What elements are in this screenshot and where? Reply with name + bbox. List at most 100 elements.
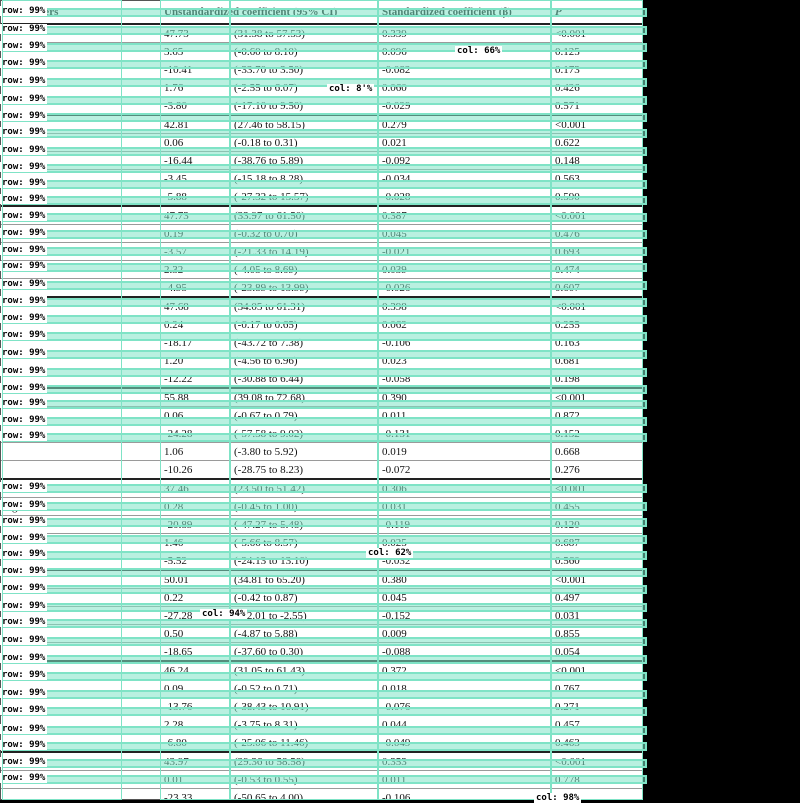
table-row: 1.76 (-2.55 to 6.07) 0.060 0.426 (0, 78, 643, 97)
cell-beta: -0.092 (378, 151, 552, 170)
cell-ci: (-3.75 to 8.31) (229, 715, 379, 734)
table-row: 2.32 (-4.05 to 8.69) 0.039 0.474 (0, 260, 643, 279)
table-row: -23.33 (-50.65 to 4.00) -0.106 0.094 (0, 788, 643, 800)
cell-parameter (0, 296, 161, 316)
cell-p: <0.001 (551, 478, 643, 498)
cell-p: 0.163 (551, 333, 643, 352)
cell-coefficient: -4.95 (160, 278, 231, 297)
cell-beta: -0.076 (378, 697, 552, 716)
cell-parameter (0, 333, 161, 352)
cell-parameter (0, 369, 161, 388)
cell-coefficient: -5.52 (160, 551, 231, 570)
cell-parameter (0, 406, 161, 425)
table-row: 1.20 (-4.56 to 6.96) 0.023 0.681 (0, 351, 643, 370)
cell-beta: 0.031 (378, 497, 552, 516)
table-row: 0.24 (-0.17 to 0.65) 0.062 0.255 (0, 315, 643, 334)
cell-coefficient: 43.97 (160, 751, 231, 771)
cell-beta: 0.398 (378, 296, 552, 316)
cell-beta: -0.106 (378, 333, 552, 352)
table-row: -10.41 (-33.70 to 3.50) -0.082 0.173 (0, 60, 643, 79)
cell-coefficient: -24.28 (160, 424, 231, 443)
cell-parameter (0, 242, 161, 261)
cell-parameter (0, 515, 161, 534)
cell-beta: 0.339 (378, 23, 552, 43)
table-row: -16.44 (-38.76 to 5.89) -0.092 0.148 (0, 151, 643, 170)
cell-coefficient: 50.01 (160, 569, 231, 589)
cell-p: 0.474 (551, 260, 643, 279)
cell-ci: (27.46 to 58.15) (229, 114, 379, 134)
table-row: -10.26 (-28.75 to 8.23) -0.072 0.276 (0, 460, 643, 479)
cell-ci: (-21.33 to 14.19) (229, 242, 379, 261)
cell-p: 0.767 (551, 679, 643, 698)
cell-parameter (0, 588, 161, 607)
cell-coefficient: 2.32 (160, 260, 231, 279)
cell-ci: (-0.53 to 0.55) (229, 770, 379, 789)
table-row: -3.45 (-15.18 to 8.28) -0.034 0.563 (0, 169, 643, 188)
cell-ci: (31.05 to 61.43) (229, 660, 379, 680)
cell-p: 0.173 (551, 60, 643, 79)
cell-ci: (-50.65 to 4.00) (229, 788, 379, 800)
table-row: 2.28 (-3.75 to 8.31) 0.044 0.457 (0, 715, 643, 734)
cell-p: 0.687 (551, 533, 643, 552)
cell-parameter (0, 278, 161, 297)
cell-beta: 0.044 (378, 715, 552, 734)
cell-coefficient: -10.41 (160, 60, 231, 79)
cell-coefficient: -3.80 (160, 96, 231, 115)
table-row: 43.97 (29.36 to 58.58) 0.353 <0.001 (0, 751, 643, 771)
cell-parameter (0, 133, 161, 152)
header-p: P (551, 0, 643, 25)
cell-beta: 0.045 (378, 588, 552, 607)
cell-parameter (0, 151, 161, 170)
cell-parameter (0, 424, 161, 443)
cell-beta: -0.119 (378, 515, 552, 534)
cell-beta: 0.096 (378, 42, 552, 61)
cell-parameter (0, 460, 161, 479)
cell-p: 0.668 (551, 442, 643, 461)
table-row: -4.95 (-23.89 to 13.99) -0.026 0.607 (0, 278, 643, 297)
regression-table: Parameters Unstandardized coefficient (9… (0, 0, 643, 800)
cell-beta: 0.390 (378, 387, 552, 407)
table-row: Age 0.28 (-0.45 to 1.00) 0.031 0.455 (0, 497, 643, 516)
cell-coefficient: 1.06 (160, 442, 231, 461)
cell-ci: (-28.75 to 8.23) (229, 460, 379, 479)
cell-beta: 0.380 (378, 569, 552, 589)
header-parameters: Parameters (0, 0, 161, 25)
table-row: -13.76 (-38.43 to 10.91) -0.076 0.271 (0, 697, 643, 716)
cell-p: 0.463 (551, 733, 643, 752)
cell-coefficient: 0.24 (160, 315, 231, 334)
cell-ci: (-0.18 to 0.31) (229, 133, 379, 152)
cell-ci: (-3.80 to 5.92) (229, 442, 379, 461)
cell-coefficient: -18.17 (160, 333, 231, 352)
cell-beta: 0.025 (378, 533, 552, 552)
cell-coefficient: -10.26 (160, 460, 231, 479)
cell-coefficient: 0.09 (160, 679, 231, 698)
cell-p: <0.001 (551, 751, 643, 771)
cell-beta: 0.353 (378, 751, 552, 771)
cell-beta: -0.131 (378, 424, 552, 443)
table-row: -20.89 (-47.27 to 5.48) -0.119 0.120 (0, 515, 643, 534)
cell-coefficient: 0.28 (160, 497, 231, 516)
cell-ci: (-4.05 to 8.69) (229, 260, 379, 279)
cell-coefficient: 55.88 (160, 387, 231, 407)
table-row: 0.01 (-0.53 to 0.55) 0.011 0.778 (0, 770, 643, 789)
cell-coefficient: 47.73 (160, 23, 231, 43)
cell-parameter (0, 551, 161, 570)
cell-beta: 0.011 (378, 770, 552, 789)
cell-p: 0.681 (551, 351, 643, 370)
cell-beta: -0.049 (378, 733, 552, 752)
table-row: -6.80 (-25.06 to 11.46) -0.049 0.463 (0, 733, 643, 752)
cell-parameter (0, 697, 161, 716)
cell-p: 0.152 (551, 424, 643, 443)
cell-beta: 0.279 (378, 114, 552, 134)
cell-parameter (0, 169, 161, 188)
header-standardized: Standardized coefficient (β) (378, 0, 552, 25)
cell-ci: (-4.87 to 5.88) (229, 624, 379, 643)
cell-ci: (-15.18 to 8.28) (229, 169, 379, 188)
cell-ci: (39.08 to 72.68) (229, 387, 379, 407)
cell-p: 0.778 (551, 770, 643, 789)
table-row: 0.06 (-0.67 to 0.79) 0.011 0.872 (0, 406, 643, 425)
cell-coefficient: 1.20 (160, 351, 231, 370)
cell-parameter (0, 351, 161, 370)
cell-p: 0.455 (551, 497, 643, 516)
cell-parameter (0, 114, 161, 134)
